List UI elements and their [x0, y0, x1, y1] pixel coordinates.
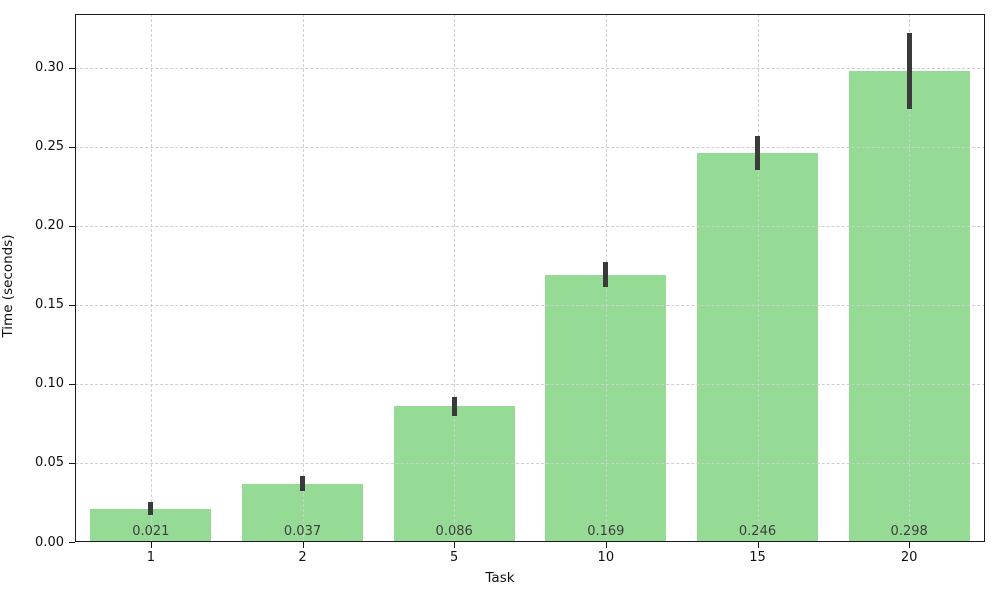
y-tick-label: 0.25 — [35, 139, 64, 155]
x-tick-label: 5 — [450, 550, 459, 565]
x-axis-label: Task — [485, 570, 515, 586]
bar — [241, 483, 364, 542]
x-tick-mark — [454, 542, 456, 548]
y-tick-label: 0.15 — [35, 297, 64, 313]
x-tick-label: 10 — [597, 550, 615, 565]
y-tick-label: 0.00 — [35, 534, 64, 550]
error-bar — [300, 475, 305, 492]
y-axis-label: Time (seconds) — [0, 234, 16, 338]
y-tick-mark — [69, 383, 75, 385]
x-tick-mark — [150, 542, 152, 548]
y-tick-label: 0.30 — [35, 60, 64, 76]
error-bar — [148, 502, 154, 516]
x-tick-mark — [605, 542, 607, 548]
y-tick-label: 0.05 — [35, 455, 64, 471]
bar — [696, 153, 819, 542]
y-tick-label: 0.20 — [35, 218, 64, 234]
y-tick-mark — [69, 542, 75, 543]
error-bar — [755, 135, 760, 171]
y-tick-mark — [69, 146, 75, 148]
error-bar — [603, 262, 609, 288]
error-bar — [451, 396, 457, 416]
plot-area: 0.021 0.037 0.086 0.169 0.246 0.298 — [75, 14, 985, 542]
bar — [545, 274, 667, 542]
y-tick-mark — [69, 462, 75, 464]
error-bar — [906, 32, 912, 109]
x-tick-label: 15 — [749, 550, 766, 565]
y-tick-mark — [69, 225, 75, 227]
x-tick-mark — [757, 542, 759, 548]
x-tick-mark — [302, 542, 304, 548]
x-tick-label: 2 — [298, 550, 307, 565]
y-tick-mark — [69, 67, 75, 69]
x-tick-mark — [909, 542, 911, 548]
y-tick-mark — [69, 304, 75, 306]
x-tick-label: 1 — [146, 550, 155, 565]
x-tick-label: 20 — [900, 550, 918, 565]
y-tick-label: 0.10 — [35, 376, 64, 392]
error-bars-layer — [75, 14, 985, 542]
